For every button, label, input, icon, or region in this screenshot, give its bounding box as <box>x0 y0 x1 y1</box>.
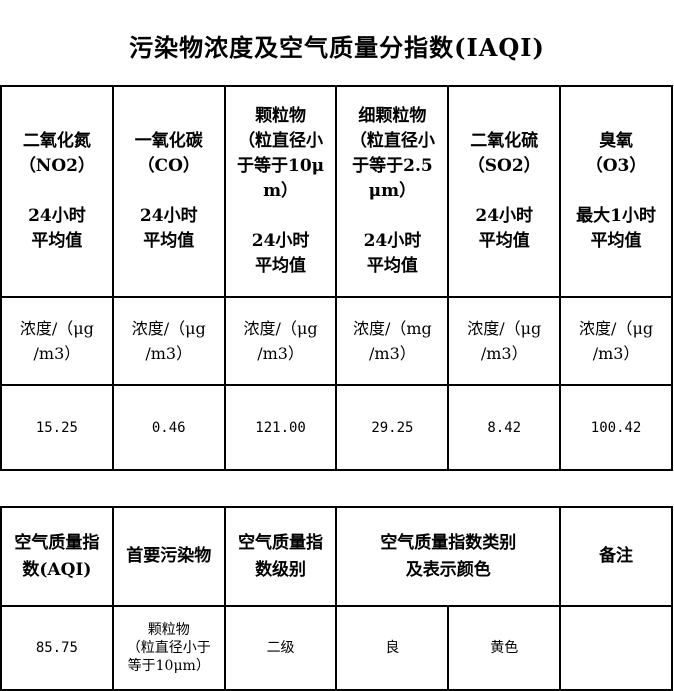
pollutant-name-line: （粒直径小 <box>349 131 435 151</box>
header-aqi-category: 空气质量指数类别 及表示颜色 <box>335 506 562 607</box>
averaging-period-line: 24小时 <box>363 231 422 251</box>
concentration-value: 0.46 <box>111 384 226 471</box>
unit-line: 浓度/（μg <box>19 319 94 338</box>
aqi-value: 85.75 <box>0 605 114 691</box>
pollutant-header: 二氧化硫 （SO2） 24小时平均值 <box>447 85 562 298</box>
unit-line: 浓度/（μg <box>243 319 318 338</box>
pollutant-header: 一氧化碳 （CO） 24小时平均值 <box>111 85 226 298</box>
aqi-level-value: 二级 <box>223 605 338 691</box>
unit-line: 浓度/（μg <box>579 319 654 338</box>
concentration-value: 29.25 <box>335 384 450 471</box>
pollutant-name-line: 于等于10μ <box>237 156 325 176</box>
unit-line: /m3） <box>145 344 193 363</box>
pollutant-name-line: （O3） <box>585 156 647 176</box>
pollutant-name-line: （粒直径小 <box>238 131 324 151</box>
spacer <box>341 204 443 229</box>
pollutant-name-line: 一氧化碳 <box>134 131 203 151</box>
pollutant-header: 颗粒物 （粒直径小于等于10μ m） 24小时平均值 <box>223 85 338 298</box>
pollutant-name-line: 于等于2.5 <box>352 156 433 176</box>
pollutant-name-line: 臭氧 <box>599 131 634 151</box>
spacer <box>118 179 220 204</box>
unit-cell: 浓度/（μg/m3） <box>559 296 673 386</box>
pollutant-name-line: （CO） <box>137 156 200 176</box>
unit-line: 浓度/（mg <box>352 319 432 338</box>
averaging-period-line: 24小时 <box>28 206 86 226</box>
header-row: 二氧化氮 （NO2） 24小时 平均值 一氧化碳 （CO） 24小时 平均值 颗粒物 （粒直径小于… <box>0 85 673 298</box>
concentration-value: 100.42 <box>559 384 673 471</box>
unit-cell: 浓度/（mg/m3） <box>335 296 450 386</box>
averaging-period-line: 平均值 <box>478 231 530 251</box>
unit-line: /m3） <box>33 344 81 363</box>
unit-line: /m3） <box>480 344 528 363</box>
spacer <box>6 179 108 204</box>
pollutant-header: 细颗粒物 （粒直径小于等于2.5 μm） 24小时平均值 <box>335 85 450 298</box>
averaging-period-line: 24小时 <box>475 206 534 226</box>
unit-cell: 浓度/（μg/m3） <box>447 296 562 386</box>
averaging-period-line: 平均值 <box>31 231 83 251</box>
pollutant-name-line: 二氧化氮 <box>22 131 91 151</box>
spacer <box>230 204 332 229</box>
unit-cell: 浓度/（μg/m3） <box>0 296 114 386</box>
pollutant-name-line: （SO2） <box>467 156 541 176</box>
averaging-period-line: 平均值 <box>143 231 195 251</box>
header-aqi: 空气质量指 数(AQI) <box>0 506 114 607</box>
averaging-period-line: 24小时 <box>251 231 310 251</box>
concentration-value: 8.42 <box>447 384 562 471</box>
unit-cell: 浓度/（μg/m3） <box>111 296 226 386</box>
averaging-period-line: 平均值 <box>366 256 418 276</box>
remark-value <box>559 605 673 691</box>
pollutant-concentration-table: 二氧化氮 （NO2） 24小时 平均值 一氧化碳 （CO） 24小时 平均值 颗粒物 （粒直径小于… <box>0 85 673 471</box>
pollutant-header: 臭氧 （O3） 最大1小时平均值 <box>559 85 673 298</box>
aqi-value-row: 85.75 颗粒物 （粒直径小于 等于10μm） 二级 良 黄色 <box>0 605 673 691</box>
pollutant-name-line: 细颗粒物 <box>358 106 427 126</box>
spacer <box>453 179 555 204</box>
header-primary-pollutant: 首要污染物 <box>111 506 226 607</box>
header-remark: 备注 <box>559 506 673 607</box>
unit-line: /m3） <box>592 344 640 363</box>
pollutant-name-line: 颗粒物 <box>255 106 307 126</box>
concentration-value: 121.00 <box>223 384 338 471</box>
unit-line: /m3） <box>369 344 416 363</box>
pollutant-name-line: （NO2） <box>18 156 95 176</box>
unit-row: 浓度/（μg/m3） 浓度/（μg/m3） 浓度/（μg/m3） 浓度/（mg/m3）… <box>0 296 673 386</box>
averaging-period-line: 平均值 <box>255 256 307 276</box>
unit-line: 浓度/（μg <box>467 319 542 338</box>
pollutant-name-line: 二氧化硫 <box>470 131 539 151</box>
aqi-color-value: 黄色 <box>447 605 562 691</box>
pollutant-name-line: m） <box>263 181 299 201</box>
header-aqi-level: 空气质量指 数级别 <box>223 506 338 607</box>
unit-line: 浓度/（μg <box>131 319 206 338</box>
page-title: 污染物浓度及空气质量分指数(IAQI) <box>129 33 545 62</box>
spacer <box>565 179 667 204</box>
averaging-period-line: 平均值 <box>590 231 642 251</box>
concentration-value: 15.25 <box>0 384 114 471</box>
averaging-period-line: 最大1小时 <box>576 206 656 226</box>
value-row: 15.25 0.46 121.00 29.25 8.42 100.42 <box>0 384 673 471</box>
pollutant-name-line: μm） <box>368 181 417 201</box>
unit-line: /m3） <box>257 344 304 363</box>
aqi-category-value: 良 <box>335 605 450 691</box>
unit-cell: 浓度/（μg/m3） <box>223 296 338 386</box>
aqi-table: 空气质量指 数(AQI) 首要污染物 空气质量指 数级别 空气质量指数类别 及表示颜色… <box>0 506 673 691</box>
aqi-header-row: 空气质量指 数(AQI) 首要污染物 空气质量指 数级别 空气质量指数类别 及表示颜色… <box>0 506 673 607</box>
primary-pollutant-value: 颗粒物 （粒直径小于 等于10μm） <box>111 605 226 691</box>
pollutant-header: 二氧化氮 （NO2） 24小时平均值 <box>0 85 114 298</box>
averaging-period-line: 24小时 <box>139 206 198 226</box>
